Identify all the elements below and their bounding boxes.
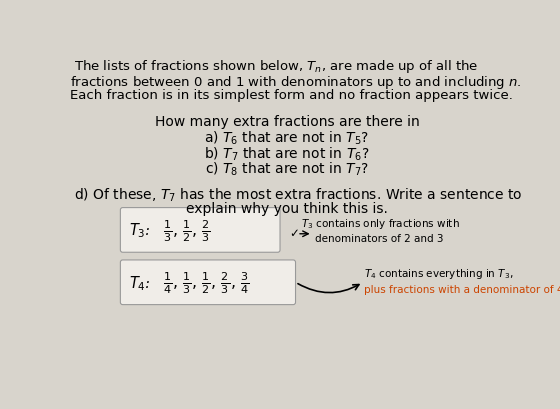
Text: $T_3$ contains only fractions with: $T_3$ contains only fractions with (301, 216, 460, 231)
Text: b) $T_7$ that are not in $T_6$?: b) $T_7$ that are not in $T_6$? (204, 145, 370, 162)
Text: fractions between 0 and 1 with denominators up to and including $n$.: fractions between 0 and 1 with denominat… (70, 74, 522, 91)
Text: $\frac{1}{4}$, $\frac{1}{3}$, $\frac{1}{2}$, $\frac{2}{3}$, $\frac{3}{4}$: $\frac{1}{4}$, $\frac{1}{3}$, $\frac{1}{… (163, 270, 249, 295)
Text: How many extra fractions are there in: How many extra fractions are there in (155, 115, 419, 128)
Text: denominators of 2 and 3: denominators of 2 and 3 (315, 234, 444, 243)
Text: c) $T_8$ that are not in $T_7$?: c) $T_8$ that are not in $T_7$? (205, 160, 369, 178)
Text: Each fraction is in its simplest form and no fraction appears twice.: Each fraction is in its simplest form an… (70, 89, 513, 102)
Text: ✓: ✓ (290, 226, 300, 239)
Text: a) $T_6$ that are not in $T_5$?: a) $T_6$ that are not in $T_5$? (204, 130, 370, 147)
Text: $T_4$ contains everything in $T_3$,: $T_4$ contains everything in $T_3$, (365, 266, 514, 281)
Text: plus fractions with a denominator of 4: plus fractions with a denominator of 4 (365, 284, 560, 294)
Text: explain why you think this is.: explain why you think this is. (186, 201, 388, 215)
Text: The lists of fractions shown below, $T_n$, are made up of all the: The lists of fractions shown below, $T_n… (74, 58, 478, 75)
Text: $T_3$:: $T_3$: (129, 221, 151, 240)
Text: $\frac{1}{3}$, $\frac{1}{2}$, $\frac{2}{3}$: $\frac{1}{3}$, $\frac{1}{2}$, $\frac{2}{… (163, 218, 211, 243)
FancyBboxPatch shape (120, 260, 296, 305)
Text: $T_4$:: $T_4$: (129, 273, 151, 292)
Text: d) Of these, $T_7$ has the most extra fractions. Write a sentence to: d) Of these, $T_7$ has the most extra fr… (74, 186, 522, 203)
FancyBboxPatch shape (120, 208, 280, 253)
